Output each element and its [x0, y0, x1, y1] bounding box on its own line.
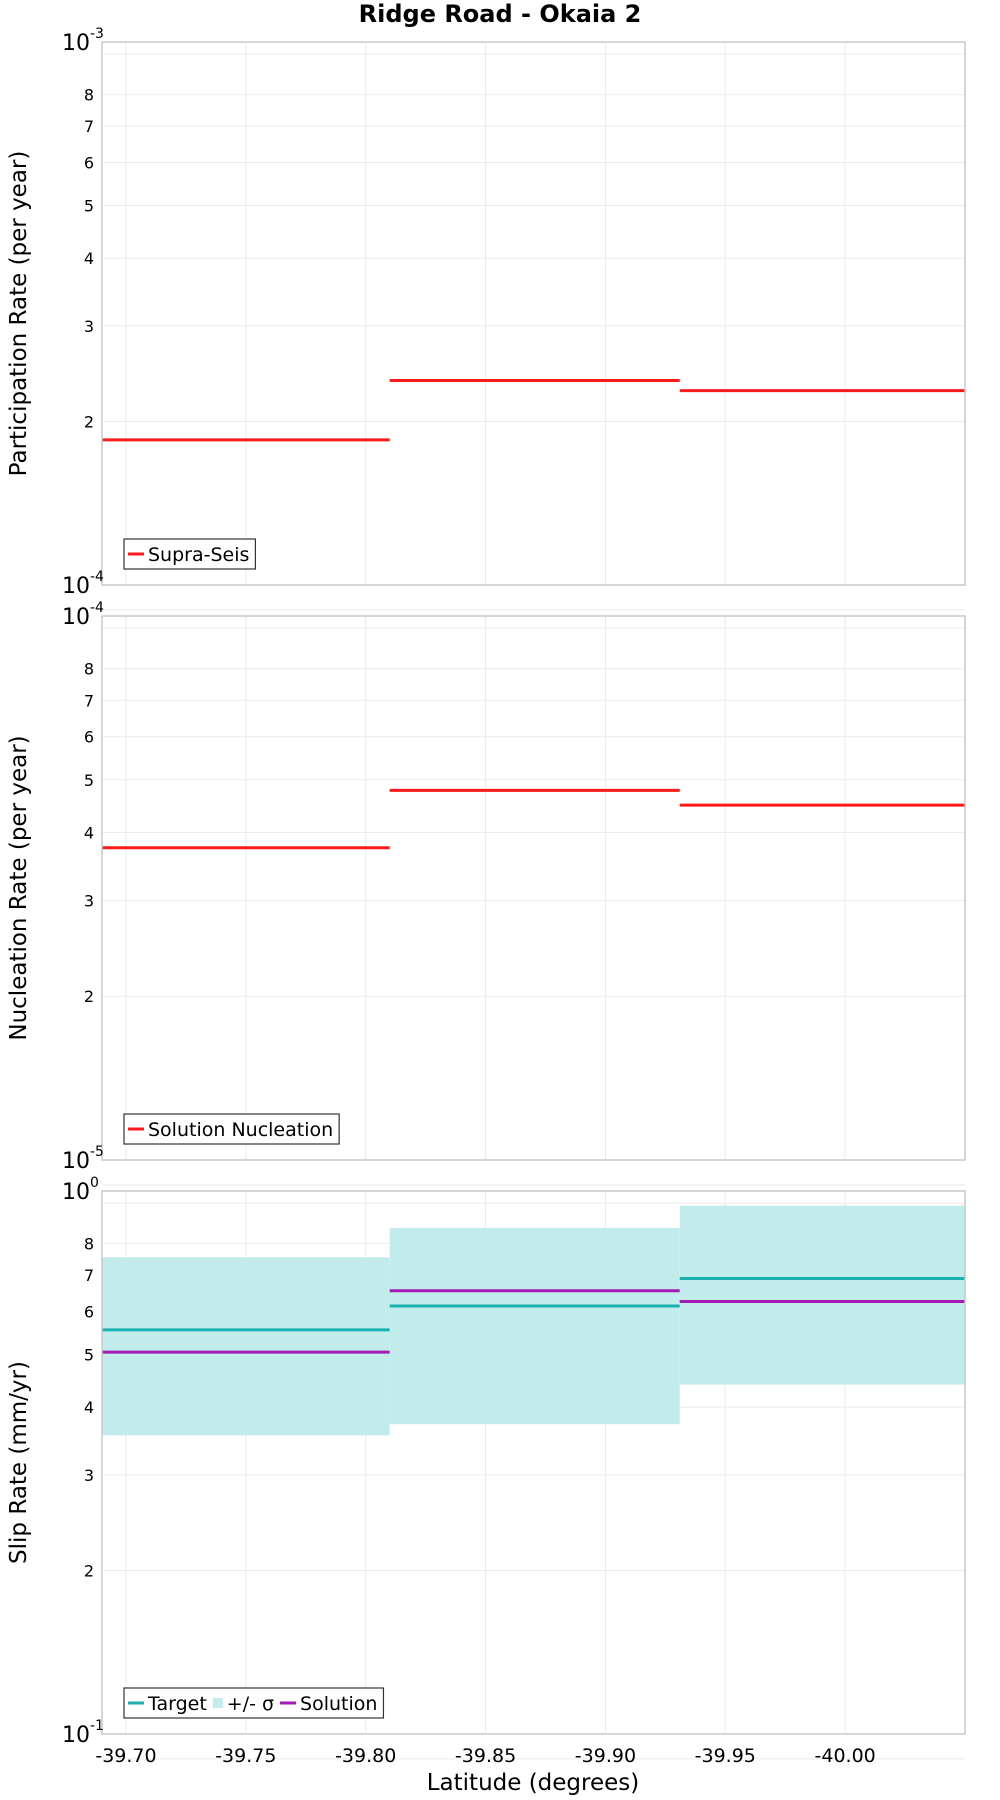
legend-entry: Solution [300, 1693, 377, 1715]
y-major-tick-exponent: -3 [90, 26, 104, 42]
legend-box [123, 1687, 385, 1719]
x-tick-label: -39.95 [695, 1745, 756, 1767]
legend-entry: Supra-Seis [148, 544, 249, 566]
y-tick-label: 2 [84, 987, 94, 1006]
y-major-tick-exponent: -4 [90, 600, 104, 616]
chart-title: Ridge Road - Okaia 2 [359, 0, 642, 28]
y-major-tick-exponent: -4 [90, 569, 104, 585]
sigma-band-segment [679, 1205, 965, 1385]
y-tick-label: 7 [84, 117, 94, 136]
x-tick-label: -40.00 [815, 1745, 876, 1767]
legend-entry: +/- σ [227, 1693, 274, 1715]
legend-swatch [212, 1698, 223, 1708]
y-tick-label: 2 [84, 1562, 94, 1581]
y-tick-label: 8 [84, 1235, 94, 1254]
x-tick-label: -39.75 [215, 1745, 276, 1767]
y-axis-label: Participation Rate (per year) [6, 151, 32, 477]
plot-frame [101, 615, 966, 1161]
y-major-tick-label: 10 [62, 574, 90, 599]
y-axis-label: Nucleation Rate (per year) [6, 735, 32, 1040]
legend: Target +/- σ Solution [123, 1687, 385, 1719]
y-tick-label: 6 [84, 1302, 94, 1321]
y-tick-label: 6 [84, 728, 94, 747]
y-tick-label: 2 [84, 413, 94, 432]
plot-frame [101, 41, 966, 586]
legend: Solution Nucleation [123, 1113, 340, 1145]
y-tick-label: 5 [84, 771, 94, 790]
y-tick-label: 3 [84, 891, 94, 910]
x-tick-label: -39.90 [575, 1745, 636, 1767]
y-major-tick-label: 10 [62, 1723, 90, 1748]
x-tick-label: -39.70 [95, 1745, 156, 1767]
legend-entry: Solution Nucleation [148, 1119, 333, 1141]
y-tick-label: 4 [84, 249, 94, 268]
y-major-tick-label: 10 [62, 605, 90, 630]
y-tick-label: 4 [84, 823, 94, 842]
y-major-tick-exponent: -5 [90, 1144, 104, 1160]
legend-box [123, 1113, 340, 1145]
y-tick-label: 6 [84, 153, 94, 172]
y-major-tick-exponent: 0 [90, 1175, 99, 1191]
y-tick-label: 4 [84, 1398, 94, 1417]
plot-frame [101, 1190, 966, 1735]
y-tick-label: 3 [84, 317, 94, 336]
x-tick-label: -39.80 [335, 1745, 396, 1767]
sigma-band-segment [389, 1227, 680, 1425]
x-axis-label: Latitude (degrees) [427, 1770, 640, 1796]
legend-box [123, 538, 257, 570]
y-axis-label: Slip Rate (mm/yr) [6, 1361, 32, 1564]
legend-entry: Target [147, 1693, 207, 1715]
y-tick-label: 3 [84, 1466, 94, 1485]
y-tick-label: 5 [84, 196, 94, 215]
y-tick-label: 7 [84, 1266, 94, 1285]
y-tick-label: 7 [84, 691, 94, 710]
y-major-tick-label: 10 [62, 31, 90, 56]
legend: Supra-Seis [123, 538, 257, 570]
y-major-tick-exponent: -1 [90, 1718, 104, 1734]
x-tick-label: -39.85 [455, 1745, 516, 1767]
sigma-band-segment [102, 1257, 390, 1436]
y-tick-label: 8 [84, 660, 94, 679]
y-tick-label: 5 [84, 1345, 94, 1364]
y-tick-label: 8 [84, 86, 94, 105]
y-major-tick-label: 10 [62, 1149, 90, 1174]
y-major-tick-label: 10 [62, 1180, 90, 1205]
